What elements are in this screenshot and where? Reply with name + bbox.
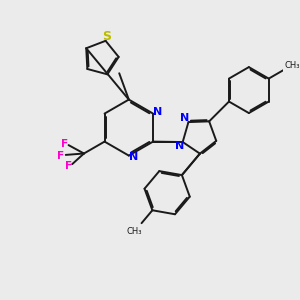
Text: N: N	[175, 141, 184, 151]
Text: F: F	[57, 151, 64, 161]
Text: N: N	[129, 152, 139, 162]
Text: N: N	[154, 107, 163, 117]
Text: F: F	[65, 161, 72, 171]
Text: CH₃: CH₃	[127, 227, 142, 236]
Text: S: S	[103, 30, 112, 43]
Text: F: F	[61, 139, 68, 149]
Text: N: N	[180, 113, 190, 123]
Text: CH₃: CH₃	[284, 61, 299, 70]
